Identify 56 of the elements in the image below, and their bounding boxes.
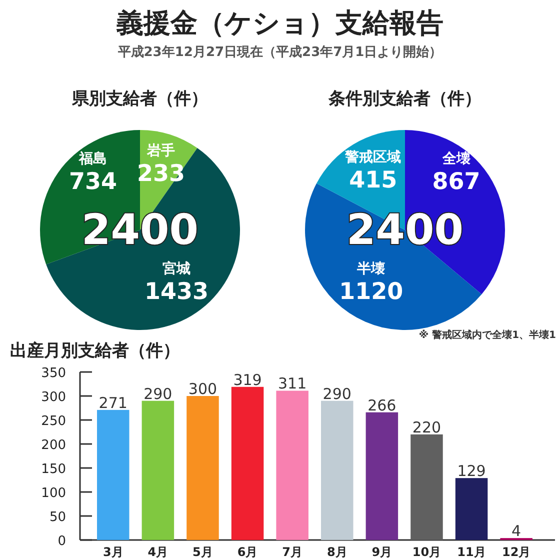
data-label: 290 <box>322 384 352 403</box>
x-tick-label: 8月 <box>326 545 348 559</box>
text: ※ 警戒区域内で全壊1、半壊1 <box>418 329 556 341</box>
x-tick-label: 12月 <box>502 545 531 559</box>
bar <box>455 478 488 540</box>
y-tick-label: 200 <box>41 438 66 453</box>
slice-label: 全壊 <box>441 151 470 167</box>
data-label: 415 <box>349 167 398 194</box>
x-tick-label: 3月 <box>102 545 124 559</box>
x-tick-label: 9月 <box>372 545 392 559</box>
y-tick-label: 50 <box>49 510 66 525</box>
bar <box>97 410 130 540</box>
data-label: 266 <box>368 396 396 414</box>
bar <box>321 400 354 540</box>
bar <box>410 434 443 540</box>
slice-label: 警戒区域 <box>344 149 402 166</box>
y-tick-label: 100 <box>41 486 66 501</box>
y-tick-label: 0 <box>58 534 66 549</box>
text: 2400 <box>346 205 464 254</box>
data-label: 319 <box>233 370 262 389</box>
bar <box>186 396 219 540</box>
data-label: 734 <box>69 169 118 195</box>
text: 2400 <box>82 205 198 254</box>
y-tick-label: 350 <box>41 366 66 381</box>
data-label: 1433 <box>144 279 208 305</box>
x-tick-label: 10月 <box>412 545 442 559</box>
y-tick-label: 250 <box>41 414 66 429</box>
chart-title: 条件別支給者（件） <box>328 89 482 109</box>
bar <box>276 390 308 540</box>
slice-label: 福島 <box>78 150 108 167</box>
bar <box>231 386 264 540</box>
data-label: 271 <box>98 394 128 412</box>
data-label: 311 <box>278 374 307 393</box>
data-label: 4 <box>512 522 522 540</box>
slice-label: 宮城 <box>162 260 190 277</box>
data-label: 300 <box>188 380 218 398</box>
text: 平成23年12月27日現在（平成23年7月1日より開始） <box>116 45 442 60</box>
data-label: 129 <box>457 462 486 480</box>
data-label: 290 <box>144 384 172 403</box>
data-label: 867 <box>432 169 480 195</box>
data-label: 1120 <box>339 279 404 305</box>
x-tick-label: 5月 <box>192 545 213 559</box>
bar <box>366 412 398 540</box>
x-tick-label: 6月 <box>237 545 258 559</box>
chart-title: 出産月別支給者（件） <box>10 341 180 361</box>
x-tick-label: 11月 <box>457 545 486 559</box>
text: 義援金（ケショ）支給報告 <box>116 8 444 39</box>
x-tick-label: 7月 <box>282 545 303 559</box>
slice-label: 半壊 <box>356 261 386 277</box>
chart-title: 県別支給者（件） <box>71 89 208 109</box>
y-tick-label: 300 <box>41 390 66 405</box>
y-tick-label: 150 <box>41 462 66 477</box>
data-label: 220 <box>412 418 442 436</box>
bar <box>142 400 174 540</box>
slice-label: 岩手 <box>146 142 176 160</box>
x-tick-label: 4月 <box>148 545 168 559</box>
